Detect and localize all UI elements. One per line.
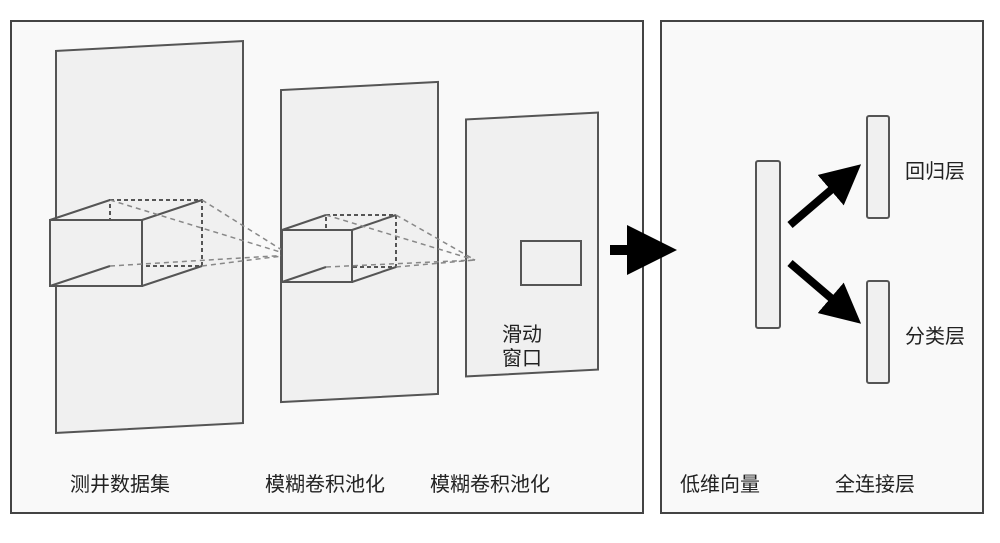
plane-1 xyxy=(55,40,244,434)
label-plane3: 模糊卷积池化 xyxy=(430,468,550,497)
plane-2 xyxy=(280,81,439,403)
label-plane2: 模糊卷积池化 xyxy=(265,468,385,497)
sliding-window-rect xyxy=(520,240,582,286)
right-panel xyxy=(660,20,984,514)
label-low-dim: 低维向量 xyxy=(680,468,760,497)
label-plane1: 测井数据集 xyxy=(70,468,170,497)
architecture-diagram: 测井数据集 模糊卷积池化 模糊卷积池化 滑动 窗口 低维向量 全连接层 回归层 … xyxy=(0,0,1000,543)
label-regression: 回归层 xyxy=(905,155,965,184)
regression-node xyxy=(866,115,890,219)
label-fc: 全连接层 xyxy=(835,468,915,497)
label-sliding-2: 窗口 xyxy=(502,342,542,371)
label-classify: 分类层 xyxy=(905,320,965,349)
low-dim-vector-node xyxy=(755,160,781,329)
classify-node xyxy=(866,280,890,384)
